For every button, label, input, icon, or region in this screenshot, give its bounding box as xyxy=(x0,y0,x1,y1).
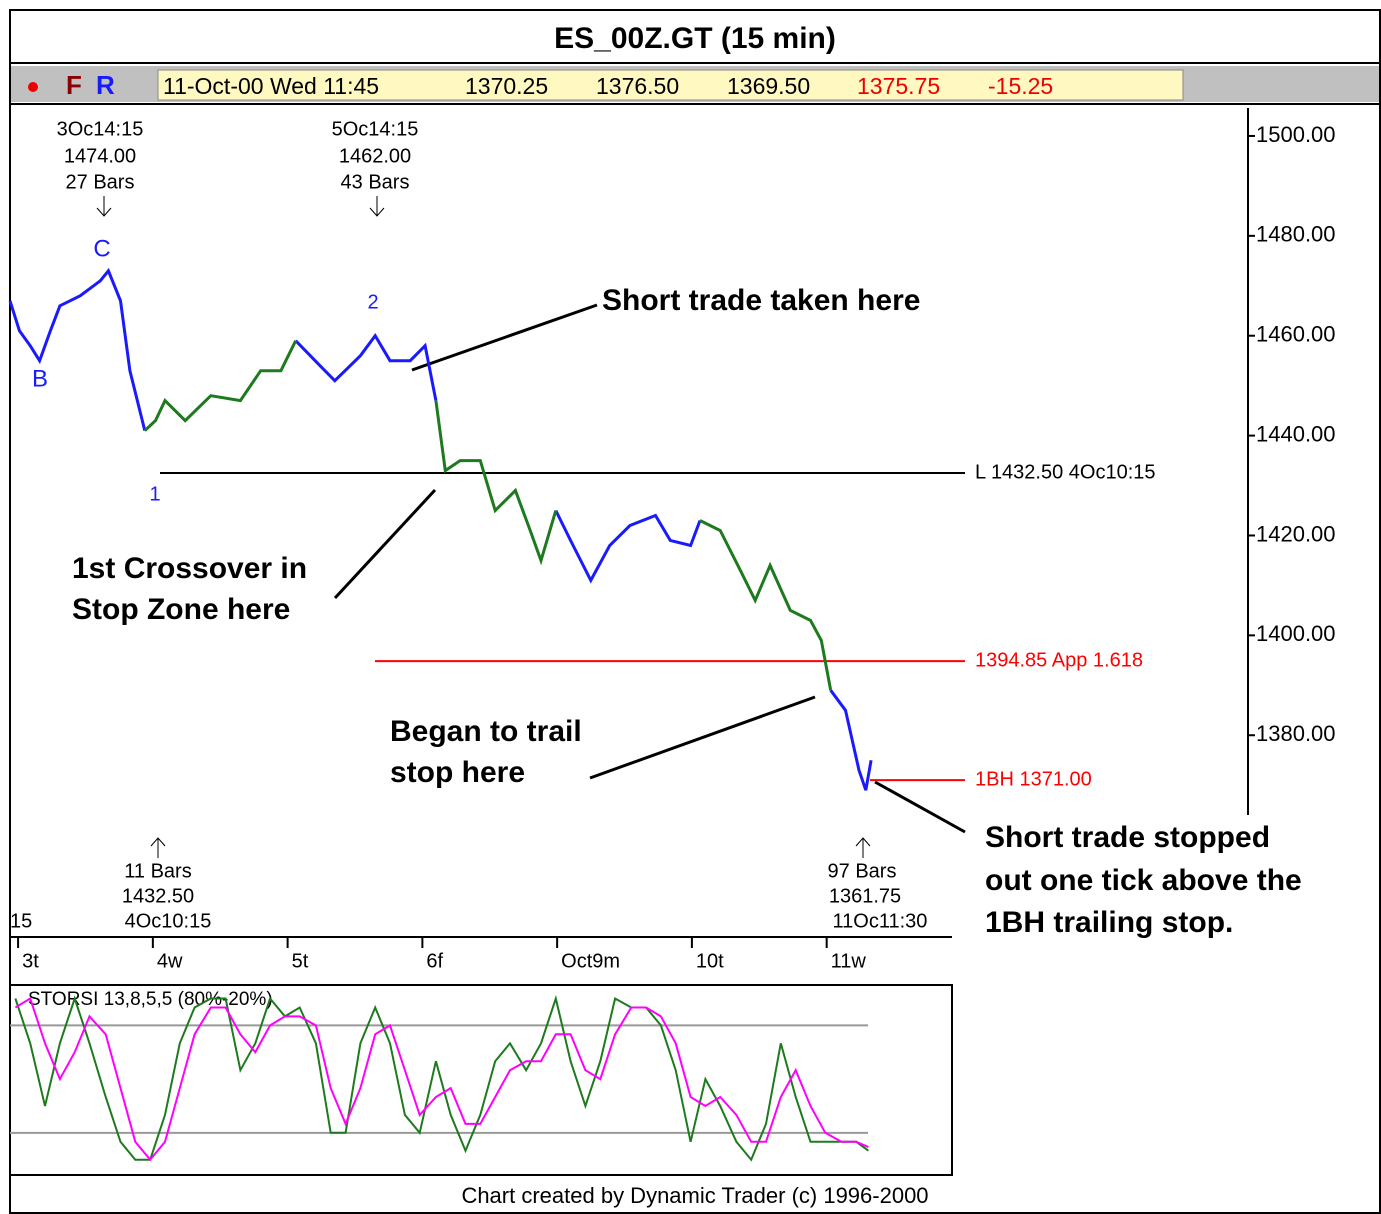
annotation: 15 xyxy=(10,910,32,932)
y-tick-label: 1380.00 xyxy=(1256,721,1336,746)
wave-label: C xyxy=(93,235,110,262)
y-tick-label: 1400.00 xyxy=(1256,621,1336,646)
status-change: -15.25 xyxy=(988,73,1053,99)
y-tick-label: 1460.00 xyxy=(1256,322,1336,347)
series-line xyxy=(8,267,873,791)
y-tick-label: 1480.00 xyxy=(1256,222,1336,247)
callout: 1BH trailing stop. xyxy=(985,906,1233,939)
arrow xyxy=(369,196,385,217)
callout: stop here xyxy=(390,756,525,789)
series-line xyxy=(14,996,869,1162)
annotation: 5Oc14:15 xyxy=(332,118,419,140)
annotation: 11Oc11:30 xyxy=(833,910,928,932)
wave-label: 2 xyxy=(367,291,378,313)
x-tick-label: 10t xyxy=(696,950,724,972)
x-tick-label: 11w xyxy=(831,950,867,972)
y-tick-label: 1440.00 xyxy=(1256,421,1336,446)
x-tick-label: 3t xyxy=(22,950,39,972)
callout: 1st Crossover in xyxy=(72,552,307,585)
arrow xyxy=(855,837,871,858)
footer: Chart created by Dynamic Trader (c) 1996… xyxy=(461,1183,928,1208)
status-low: 1369.50 xyxy=(727,73,810,99)
annotation: 1361.75 xyxy=(829,885,901,907)
level-label: L 1432.50 4Oc10:15 xyxy=(975,461,1156,483)
status-flag: R xyxy=(96,70,115,100)
x-tick-label: 6f xyxy=(426,950,443,972)
status-stamp: 11-Oct-00 Wed 11:45 xyxy=(163,73,379,99)
series-line xyxy=(143,340,833,691)
pointer xyxy=(874,780,966,834)
pointer-group xyxy=(333,303,966,834)
wave-label: 1 xyxy=(149,483,160,505)
annotation: 1462.00 xyxy=(339,145,411,167)
level-label: 1394.85 App 1.618 xyxy=(975,649,1143,671)
callout: Short trade stopped xyxy=(985,821,1270,854)
arrow xyxy=(150,837,166,858)
callout: Short trade taken here xyxy=(602,284,920,317)
callout: out one tick above the xyxy=(985,864,1302,897)
x-tick-label: Oct9m xyxy=(561,950,620,972)
annotation: 3Oc14:15 xyxy=(57,118,144,140)
y-tick-label: 1420.00 xyxy=(1256,521,1336,546)
annotation: 1432.50 xyxy=(122,885,194,907)
status-open: 1370.25 xyxy=(465,73,548,99)
wave-label: B xyxy=(32,365,48,392)
annotation-group: 3Oc14:15 1474.00 27 Bars 5Oc14:15 1462.0… xyxy=(10,118,927,932)
callout: Began to trail xyxy=(390,715,582,748)
level-label: 1BH 1371.00 xyxy=(975,768,1092,790)
annotation: 27 Bars xyxy=(66,171,135,193)
status-dot xyxy=(28,82,38,92)
annotation: 1474.00 xyxy=(64,145,136,167)
oscillator-title: STORSI 13,8,5,5 (80%-20%) xyxy=(28,989,273,1010)
frame xyxy=(9,9,1381,1214)
oscillator-frame xyxy=(9,984,953,1176)
annotation: 4Oc10:15 xyxy=(125,910,212,932)
chart-title: ES_00Z.GT (15 min) xyxy=(554,22,836,55)
annotation: 97 Bars xyxy=(828,860,897,882)
callout: Stop Zone here xyxy=(72,593,290,626)
y-tick-label: 1500.00 xyxy=(1256,122,1336,147)
status-box xyxy=(157,69,1184,101)
status-flag: F xyxy=(66,70,82,100)
pointer xyxy=(333,488,437,600)
pointer xyxy=(589,695,816,780)
arrow xyxy=(96,196,112,217)
x-tick-label: 5t xyxy=(292,950,309,972)
annotation: 11 Bars xyxy=(124,860,191,882)
pointer xyxy=(411,303,598,372)
status-close: 1375.75 xyxy=(857,73,940,99)
x-tick-label: 4w xyxy=(157,950,183,972)
series-line xyxy=(14,994,869,1162)
annotation: 43 Bars xyxy=(341,171,410,193)
status-high: 1376.50 xyxy=(596,73,679,99)
